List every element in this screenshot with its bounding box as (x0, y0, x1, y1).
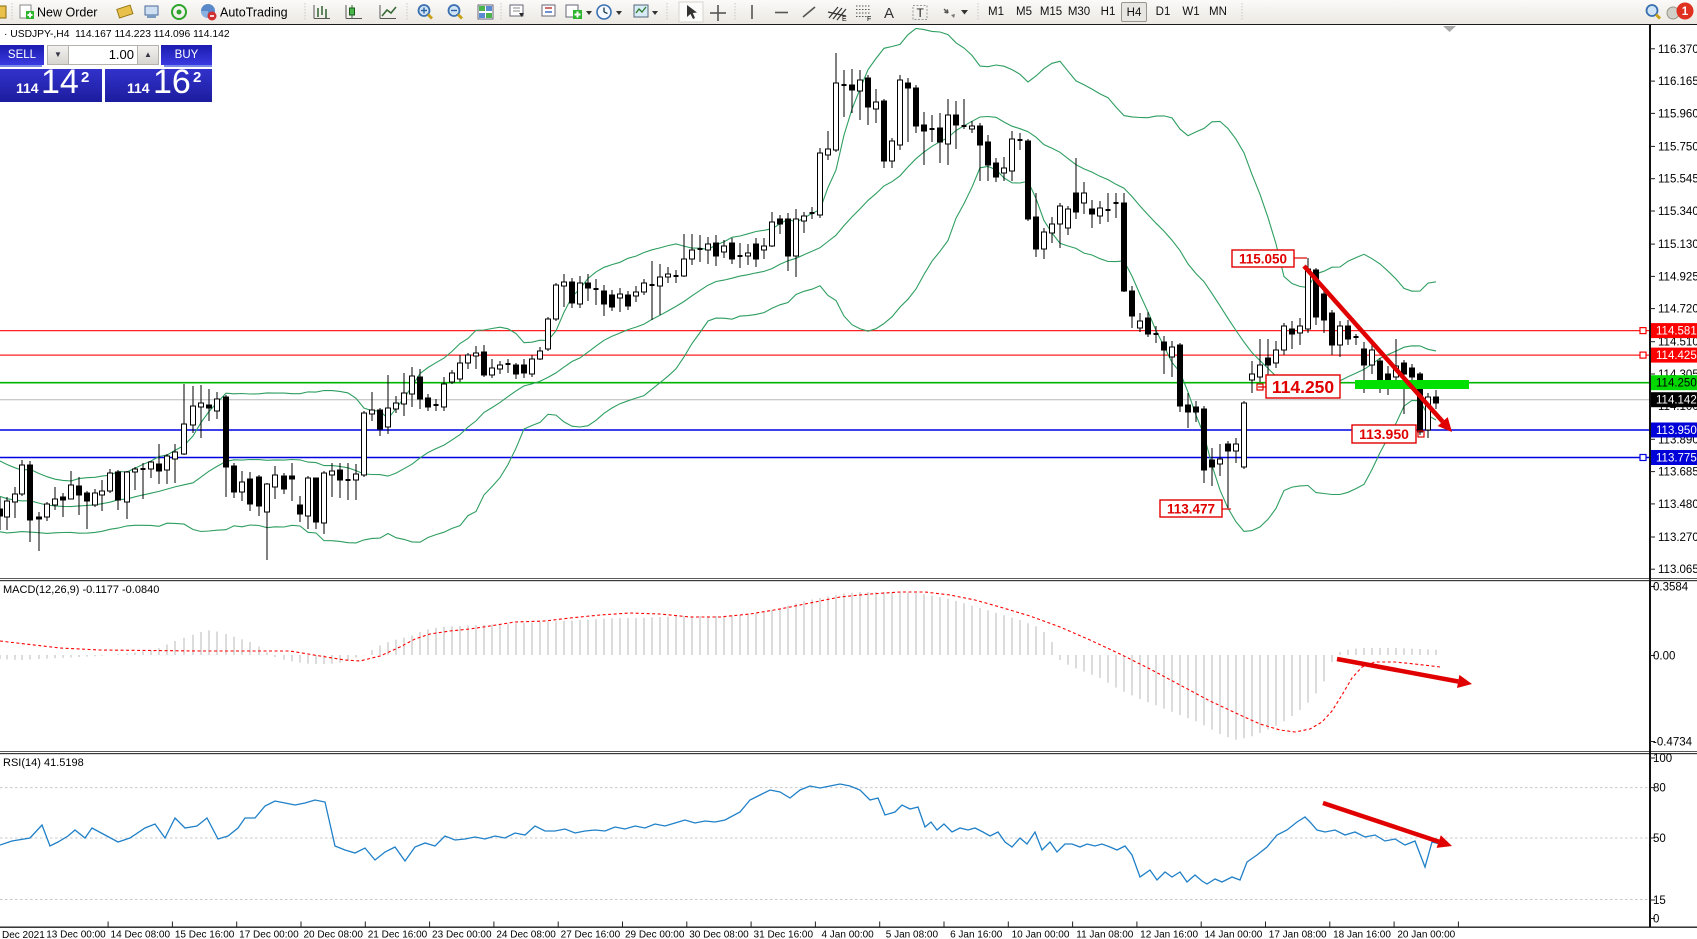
svg-text:116.165: 116.165 (1658, 76, 1697, 88)
svg-text:115.050: 115.050 (1239, 251, 1287, 266)
svg-text:100: 100 (1653, 753, 1672, 765)
svg-text:114.425: 114.425 (1656, 350, 1697, 362)
svg-text:115.750: 115.750 (1658, 141, 1697, 153)
svg-text:115.130: 115.130 (1658, 239, 1697, 251)
svg-text:113.065: 113.065 (1658, 564, 1697, 576)
svg-text:113.950: 113.950 (1656, 425, 1697, 437)
svg-text:15: 15 (1653, 895, 1666, 907)
svg-text:113.685: 113.685 (1658, 467, 1697, 479)
svg-text:14 Dec 08:00: 14 Dec 08:00 (111, 930, 171, 939)
svg-text:6 Jan 16:00: 6 Jan 16:00 (950, 930, 1003, 939)
svg-text:-0.4734: -0.4734 (1653, 737, 1693, 749)
svg-text:18 Jan 16:00: 18 Jan 16:00 (1333, 930, 1391, 939)
svg-text:115.960: 115.960 (1658, 108, 1697, 120)
svg-text:MACD(12,26,9) -0.1177 -0.0840: MACD(12,26,9) -0.1177 -0.0840 (3, 584, 159, 596)
svg-text:· USDJPY-,H4 114.167 114.223: · USDJPY-,H4 114.167 114.223 114.096 114… (4, 29, 230, 40)
svg-text:17 Jan 08:00: 17 Jan 08:00 (1269, 930, 1327, 939)
svg-text:1: 1 (1682, 6, 1689, 18)
svg-text:20 Jan 00:00: 20 Jan 00:00 (1397, 930, 1455, 939)
svg-text:0.3584: 0.3584 (1653, 582, 1689, 594)
svg-text:New Order: New Order (37, 6, 97, 20)
svg-text:10 Jan 00:00: 10 Jan 00:00 (1012, 930, 1070, 939)
svg-text:114.250: 114.250 (1656, 378, 1697, 390)
svg-text:114.720: 114.720 (1658, 304, 1697, 316)
svg-text:113.477: 113.477 (1167, 501, 1215, 516)
svg-text:113.775: 113.775 (1656, 453, 1697, 465)
svg-text:115.545: 115.545 (1658, 174, 1697, 186)
svg-text:T: T (917, 6, 925, 20)
svg-text:0: 0 (1653, 914, 1659, 926)
svg-text:11 Jan 08:00: 11 Jan 08:00 (1076, 930, 1134, 939)
svg-text:14 Jan 00:00: 14 Jan 00:00 (1204, 930, 1262, 939)
svg-text:114.142: 114.142 (1656, 395, 1697, 407)
svg-text:4 Jan 00:00: 4 Jan 00:00 (821, 930, 874, 939)
svg-text:27 Dec 16:00: 27 Dec 16:00 (561, 930, 621, 939)
svg-text:RSI(14) 41.5198: RSI(14) 41.5198 (3, 757, 84, 769)
svg-text:E: E (842, 16, 847, 23)
svg-text:0.00: 0.00 (1653, 651, 1675, 663)
svg-text:31 Dec 16:00: 31 Dec 16:00 (754, 930, 814, 939)
svg-text:20 Dec 08:00: 20 Dec 08:00 (303, 930, 363, 939)
svg-text:114.925: 114.925 (1658, 271, 1697, 283)
svg-text:Dec 2021: Dec 2021 (2, 930, 45, 939)
svg-text:114.581: 114.581 (1656, 326, 1697, 338)
svg-text:23 Dec 00:00: 23 Dec 00:00 (432, 930, 492, 939)
svg-text:A: A (884, 5, 894, 22)
svg-text:F: F (867, 16, 871, 23)
svg-text:17 Dec 00:00: 17 Dec 00:00 (239, 930, 299, 939)
svg-text:114.250: 114.250 (1272, 377, 1335, 397)
svg-text:24 Dec 08:00: 24 Dec 08:00 (496, 930, 556, 939)
svg-text:5 Jan 08:00: 5 Jan 08:00 (886, 930, 939, 939)
svg-text:114.510: 114.510 (1658, 337, 1697, 349)
svg-text:113.480: 113.480 (1658, 499, 1697, 511)
svg-text:113.950: 113.950 (1359, 426, 1409, 442)
svg-text:15 Dec 16:00: 15 Dec 16:00 (175, 930, 235, 939)
svg-text:113.270: 113.270 (1658, 532, 1697, 544)
svg-text:80: 80 (1653, 783, 1666, 795)
svg-text:AutoTrading: AutoTrading (220, 6, 288, 20)
svg-text:50: 50 (1653, 833, 1666, 845)
svg-text:115.340: 115.340 (1658, 206, 1697, 218)
svg-text:29 Dec 00:00: 29 Dec 00:00 (625, 930, 685, 939)
svg-text:30 Dec 08:00: 30 Dec 08:00 (689, 930, 749, 939)
svg-text:21 Dec 16:00: 21 Dec 16:00 (368, 930, 428, 939)
svg-text:13 Dec 00:00: 13 Dec 00:00 (46, 930, 106, 939)
svg-text:12 Jan 16:00: 12 Jan 16:00 (1140, 930, 1198, 939)
svg-text:116.370: 116.370 (1658, 44, 1697, 56)
